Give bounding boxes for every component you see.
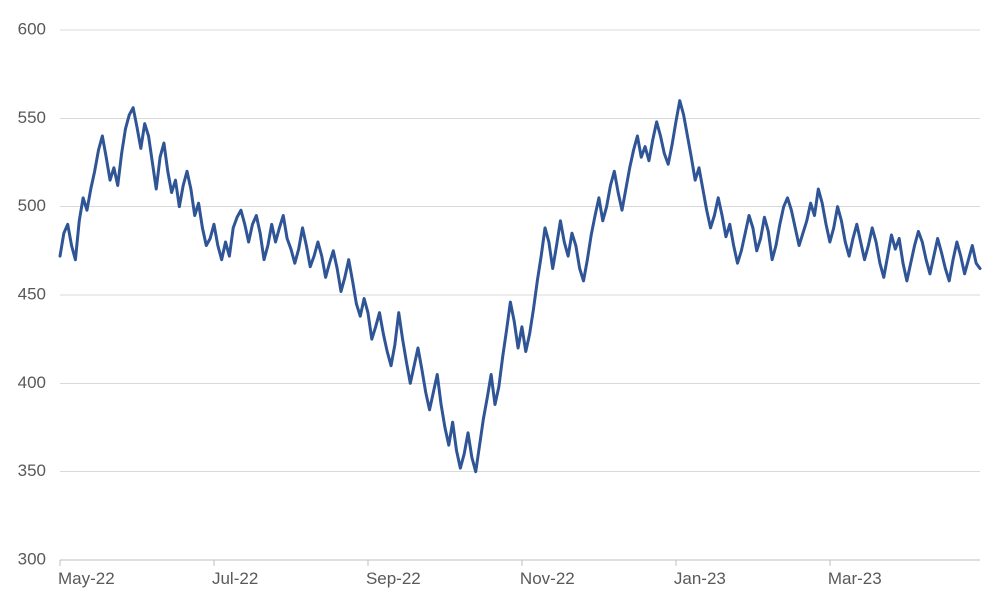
y-tick-label: 600 bbox=[18, 19, 46, 38]
x-tick-label: Jan-23 bbox=[674, 569, 726, 588]
line-chart: 300 350 400 450 500 550 600 May-22 Jul-22 Sep-22 N… bbox=[0, 0, 1000, 600]
x-tick-label: Jul-22 bbox=[212, 569, 258, 588]
x-tick-label: May-22 bbox=[58, 569, 115, 588]
chart-svg: 300 350 400 450 500 550 600 May-22 Jul-22 Sep-22 N… bbox=[0, 0, 1000, 600]
y-tick-label: 400 bbox=[18, 373, 46, 392]
y-tick-label: 550 bbox=[18, 108, 46, 127]
x-tick-label: Sep-22 bbox=[366, 569, 421, 588]
x-tick-label: Nov-22 bbox=[520, 569, 575, 588]
y-tick-label: 500 bbox=[18, 196, 46, 215]
y-tick-label: 300 bbox=[18, 549, 46, 568]
y-tick-label: 350 bbox=[18, 461, 46, 480]
price-series bbox=[60, 101, 980, 472]
y-tick-label: 450 bbox=[18, 284, 46, 303]
x-tick-label: Mar-23 bbox=[828, 569, 882, 588]
